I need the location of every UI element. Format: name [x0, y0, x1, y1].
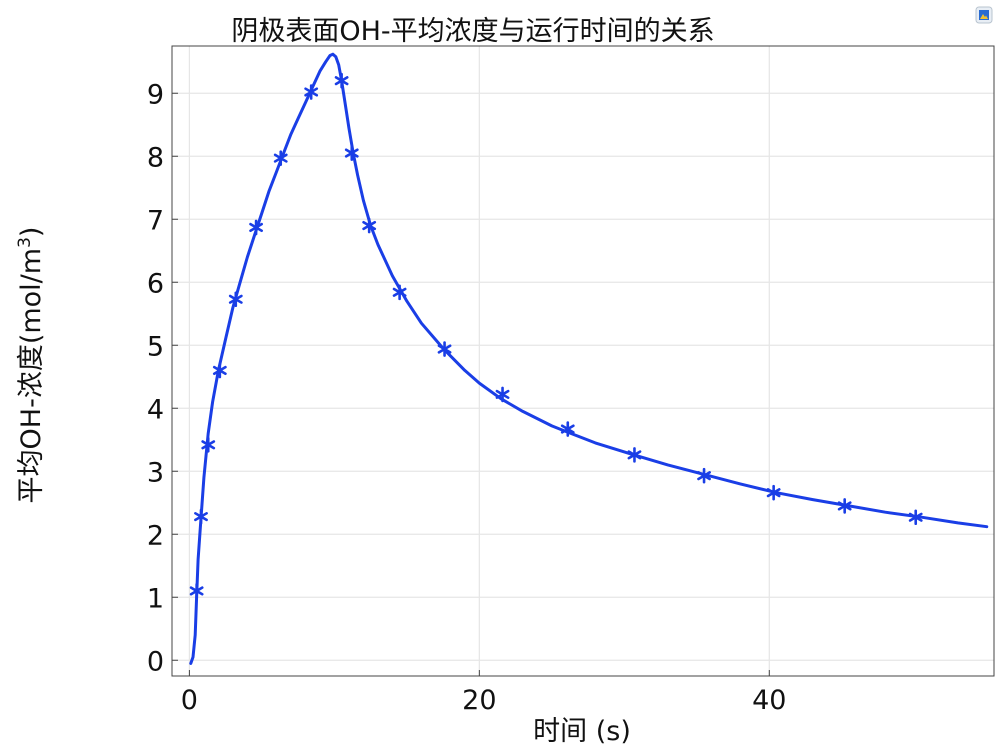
- data-point-marker: [627, 447, 642, 463]
- plot-frame: [171, 45, 995, 677]
- data-point-marker: [344, 145, 359, 161]
- y-tick-label: 6: [147, 268, 164, 299]
- data-point-marker: [189, 583, 204, 599]
- series: [189, 52, 989, 665]
- x-tick-label: 40: [752, 685, 786, 716]
- y-tick-label: 8: [147, 142, 164, 173]
- y-axis-label: 平均OH-浓度(mol/m3): [15, 227, 47, 504]
- data-point-marker: [437, 341, 452, 357]
- data-point-marker: [908, 509, 923, 526]
- y-axis-label-main: 平均OH-浓度(mol/m: [16, 248, 47, 504]
- data-point-marker: [304, 84, 319, 100]
- y-tick-label: 2: [147, 520, 164, 551]
- data-point-marker: [228, 291, 243, 308]
- y-tick-label: 0: [147, 646, 164, 677]
- data-point-marker: [560, 421, 575, 437]
- image-icon[interactable]: [975, 6, 993, 24]
- data-point-marker: [362, 217, 377, 234]
- y-tick-label: 7: [147, 205, 164, 236]
- data-point-marker: [201, 436, 216, 453]
- grid: [172, 46, 994, 676]
- y-axis-label-sup: 3: [15, 237, 35, 248]
- data-point-marker: [495, 386, 510, 403]
- ticks: 0 1 2 3 4 5 6 7 8 9 0 20 40: [147, 79, 787, 716]
- data-point-marker: [212, 362, 227, 379]
- x-axis-label: 时间 (s): [533, 716, 631, 747]
- data-point-marker: [697, 467, 711, 484]
- y-tick-label: 3: [147, 457, 164, 488]
- y-axis-label-tail: ): [16, 227, 47, 238]
- data-point-marker: [194, 508, 208, 525]
- data-point-marker: [766, 484, 781, 501]
- y-tick-label: 1: [147, 583, 164, 614]
- data-point-marker: [837, 498, 852, 514]
- data-point-marker: [249, 219, 263, 236]
- x-tick-label: 0: [181, 685, 198, 716]
- chart-title: 阴极表面OH-平均浓度与运行时间的关系: [231, 16, 714, 47]
- x-tick-label: 20: [462, 685, 496, 716]
- series-line: [189, 52, 989, 665]
- data-point-marker: [334, 72, 349, 89]
- data-point-marker: [392, 284, 407, 301]
- data-point-marker: [273, 150, 288, 166]
- y-tick-label: 4: [147, 394, 164, 425]
- y-tick-label: 9: [147, 79, 164, 110]
- y-tick-label: 5: [147, 331, 164, 362]
